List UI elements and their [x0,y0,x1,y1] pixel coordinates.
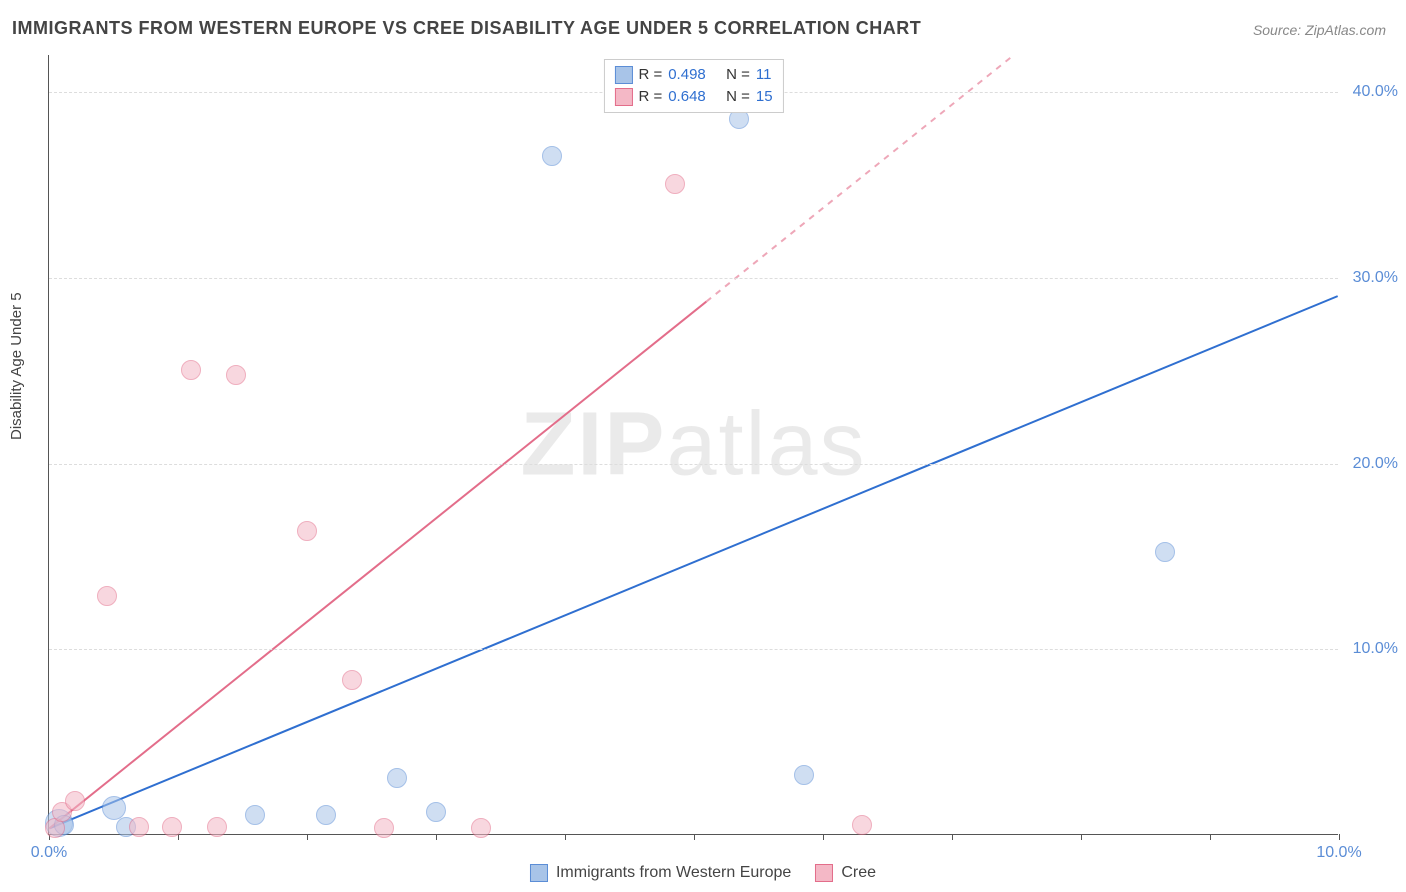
gridline [49,278,1338,279]
chart-container: IMMIGRANTS FROM WESTERN EUROPE VS CREE D… [0,0,1406,892]
y-tick-label: 10.0% [1353,640,1398,658]
legend-item-1: Cree [815,864,876,882]
legend-swatch-1 [614,88,632,106]
n-value-1: 15 [756,86,773,108]
x-tick [178,834,179,840]
legend-row-series-0: R = 0.498 N = 11 [614,64,772,86]
scatter-point [342,670,362,690]
scatter-point [794,765,814,785]
x-tick [1339,834,1340,840]
y-tick-label: 20.0% [1353,455,1398,473]
scatter-point [426,802,446,822]
legend-swatch-0 [614,66,632,84]
scatter-point [97,586,117,606]
scatter-point [471,818,491,838]
scatter-point [207,817,227,837]
gridline [49,649,1338,650]
scatter-point [297,521,317,541]
x-tick [1081,834,1082,840]
trend-lines-layer [49,55,1338,834]
x-tick-label: 10.0% [1316,844,1361,862]
scatter-point [226,365,246,385]
r-value-0: 0.498 [668,64,706,86]
x-tick [436,834,437,840]
x-tick [952,834,953,840]
x-tick [1210,834,1211,840]
y-axis-label: Disability Age Under 5 [8,292,25,440]
legend-swatch-icon [815,864,833,882]
scatter-point [129,817,149,837]
scatter-point [387,768,407,788]
scatter-point [1155,542,1175,562]
x-tick-label: 0.0% [31,844,67,862]
x-tick [694,834,695,840]
legend-label: Immigrants from Western Europe [556,864,791,882]
scatter-point [852,815,872,835]
legend-row-series-1: R = 0.648 N = 15 [614,86,772,108]
scatter-point [162,817,182,837]
scatter-point [374,818,394,838]
x-tick [307,834,308,840]
y-tick-label: 40.0% [1353,83,1398,101]
n-value-0: 11 [756,64,772,86]
plot-area: ZIPatlas R = 0.498 N = 11 R = 0.648 N = … [48,55,1338,835]
r-value-1: 0.648 [668,86,706,108]
scatter-point [665,174,685,194]
gridline [49,464,1338,465]
legend-swatch-icon [530,864,548,882]
series-legend: Immigrants from Western Europe Cree [530,864,876,882]
legend-label: Cree [841,864,876,882]
scatter-point [316,805,336,825]
scatter-point [65,791,85,811]
chart-title: IMMIGRANTS FROM WESTERN EUROPE VS CREE D… [12,18,921,39]
legend-item-0: Immigrants from Western Europe [530,864,791,882]
y-tick-label: 30.0% [1353,269,1398,287]
correlation-legend: R = 0.498 N = 11 R = 0.648 N = 15 [603,59,783,113]
scatter-point [542,146,562,166]
scatter-point [181,360,201,380]
scatter-point [245,805,265,825]
x-tick [823,834,824,840]
source-attribution: Source: ZipAtlas.com [1253,22,1386,38]
x-tick [565,834,566,840]
